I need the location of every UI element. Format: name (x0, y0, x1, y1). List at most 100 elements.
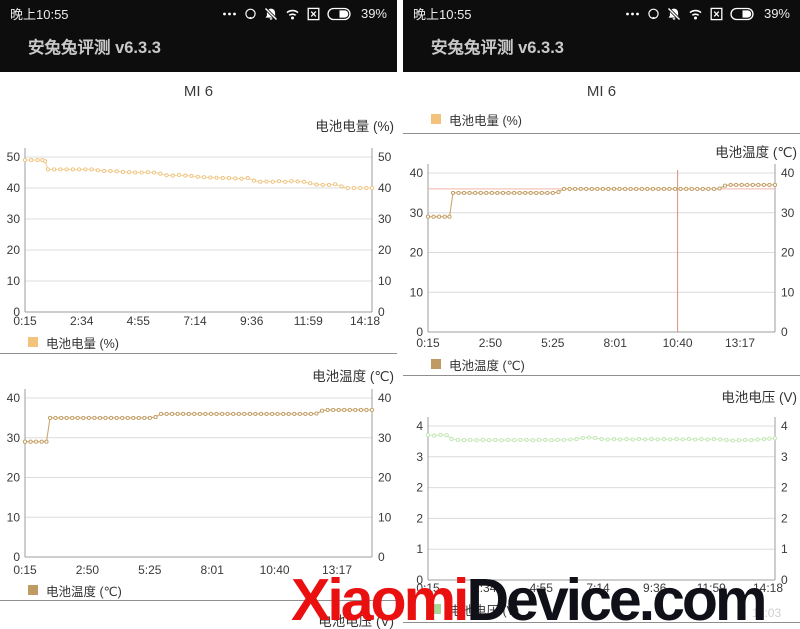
svg-text:9:36: 9:36 (240, 314, 264, 328)
svg-text:0: 0 (781, 325, 788, 339)
svg-text:30: 30 (781, 206, 795, 220)
battery-percent-label: 39% (360, 6, 387, 21)
no-sim-icon (307, 7, 320, 20)
svg-text:0:15: 0:15 (13, 563, 37, 577)
svg-text:40: 40 (410, 166, 424, 180)
svg-text:2:50: 2:50 (76, 563, 100, 577)
svg-text:20: 20 (781, 246, 795, 260)
svg-text:10: 10 (410, 285, 424, 299)
svg-text:3: 3 (781, 450, 788, 464)
svg-text:0: 0 (13, 550, 20, 564)
svg-text:7:14: 7:14 (586, 581, 610, 595)
legend-swatch-temperature (28, 585, 38, 595)
svg-text:10: 10 (7, 274, 21, 288)
svg-text:2:34: 2:34 (473, 581, 497, 595)
data-saver-ring-icon (648, 8, 659, 19)
more-dots-icon (626, 12, 639, 15)
svg-text:4: 4 (781, 419, 788, 433)
svg-text:11:59: 11:59 (697, 581, 726, 595)
svg-text:14:18: 14:18 (350, 314, 380, 328)
svg-text:4:55: 4:55 (127, 314, 151, 328)
svg-text:40: 40 (7, 391, 21, 405)
svg-text:20: 20 (7, 471, 21, 485)
svg-text:40: 40 (378, 391, 392, 405)
status-time: 晚上10:55 (413, 7, 472, 22)
phone-panel-left: 晚上10:55 39% 安兔兔评测 v6.3.3 MI 6 电池电量 (%) 电… (0, 0, 397, 629)
chart-title-temperature: 电池温度 (℃) (312, 369, 394, 384)
legend-temperature: 电池温度 (℃) (431, 357, 525, 373)
svg-text:0:15: 0:15 (416, 581, 440, 595)
svg-text:2: 2 (416, 511, 423, 525)
svg-text:30: 30 (7, 431, 21, 445)
svg-text:0:15: 0:15 (416, 336, 440, 350)
svg-text:40: 40 (781, 166, 795, 180)
chart-title-voltage: 电池电压 (V) (721, 390, 797, 405)
chart-title-temperature: 电池温度 (℃) (715, 145, 797, 160)
svg-text:10:40: 10:40 (260, 563, 290, 577)
svg-text:40: 40 (7, 181, 21, 195)
svg-text:50: 50 (378, 150, 392, 164)
app-title: 安兔兔评测 v6.3.3 (28, 39, 161, 57)
mute-bell-icon (263, 6, 278, 21)
svg-text:10: 10 (378, 274, 392, 288)
svg-text:0:15: 0:15 (13, 314, 37, 328)
svg-text:3: 3 (416, 450, 423, 464)
svg-text:2:34: 2:34 (70, 314, 94, 328)
legend-swatch-battery (431, 114, 441, 124)
section-divider (403, 133, 800, 134)
section-divider (403, 375, 800, 376)
svg-text:10: 10 (378, 510, 392, 524)
battery-icon (327, 7, 351, 20)
top-dark-block: 晚上10:55 39% 安兔兔评测 v6.3.3 (0, 0, 397, 72)
mute-bell-icon (666, 6, 681, 21)
svg-text:20: 20 (7, 243, 21, 257)
legend-voltage: 电池电压 (V) (431, 602, 520, 618)
legend-temperature: 电池温度 (℃) (28, 583, 122, 599)
svg-text:20: 20 (378, 471, 392, 485)
svg-text:0: 0 (378, 550, 385, 564)
wifi-icon (689, 9, 702, 19)
svg-text:5:25: 5:25 (138, 563, 162, 577)
section-divider (0, 600, 397, 601)
more-dots-icon (223, 12, 236, 15)
svg-text:2: 2 (781, 511, 788, 525)
svg-text:4: 4 (416, 419, 423, 433)
svg-text:8:01: 8:01 (604, 336, 628, 350)
svg-text:0: 0 (781, 573, 788, 587)
chart-title-voltage: 电池电压 (V) (318, 614, 394, 629)
svg-text:30: 30 (7, 212, 21, 226)
device-title: MI 6 (586, 83, 617, 100)
data-saver-ring-icon (245, 8, 256, 19)
app-title: 安兔兔评测 v6.3.3 (431, 39, 564, 57)
svg-text:2: 2 (781, 481, 788, 495)
svg-text:0: 0 (13, 305, 20, 319)
app-header: 安兔兔评测 v6.3.3 (0, 27, 397, 72)
svg-text:7:14: 7:14 (183, 314, 207, 328)
status-bar: 晚上10:55 39% (0, 0, 397, 27)
svg-text:11:59: 11:59 (294, 314, 323, 328)
legend-battery: 电池电量 (%) (28, 335, 119, 351)
legend-swatch-voltage (431, 604, 441, 614)
app-header: 安兔兔评测 v6.3.3 (403, 27, 800, 72)
phone-panel-right: 晚上10:55 39% 安兔兔评测 v6.3.3 MI 6 电池电量 (%) 电… (403, 0, 800, 629)
svg-text:5:25: 5:25 (541, 336, 565, 350)
legend-label-temperature: 电池温度 (℃) (449, 358, 525, 373)
legend-label-battery: 电池电量 (%) (46, 336, 119, 351)
legend-label-voltage: 电池电压 (V) (449, 603, 520, 618)
section-divider (0, 353, 397, 354)
svg-text:10:40: 10:40 (663, 336, 693, 350)
svg-text:0: 0 (378, 305, 385, 319)
svg-text:10: 10 (7, 510, 21, 524)
svg-text:2: 2 (416, 481, 423, 495)
status-bar: 晚上10:55 39% (403, 0, 800, 27)
svg-text:10: 10 (781, 285, 795, 299)
svg-text:40: 40 (378, 181, 392, 195)
legend-label-temperature: 电池温度 (℃) (46, 584, 122, 599)
svg-text:0: 0 (416, 573, 423, 587)
svg-text:20: 20 (410, 246, 424, 260)
top-dark-block: 晚上10:55 39% 安兔兔评测 v6.3.3 (403, 0, 800, 72)
device-title: MI 6 (183, 83, 214, 100)
svg-text:14:18: 14:18 (753, 581, 783, 595)
